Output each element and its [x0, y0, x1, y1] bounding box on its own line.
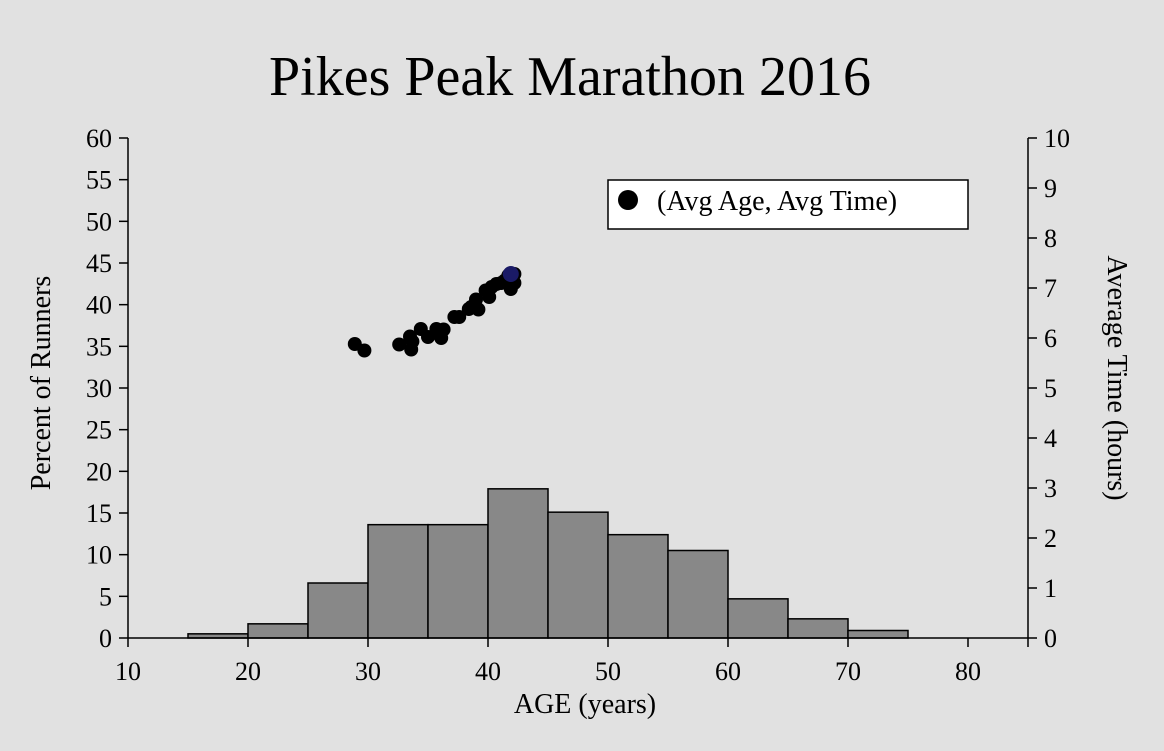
- y2-axis-label: Average Time (hours): [1101, 255, 1132, 500]
- y-tick-label: 60: [86, 124, 112, 153]
- scatter-point: [357, 343, 372, 358]
- scatter-point: [471, 302, 486, 317]
- y-ticks-right: 0 1 2 3 4 5 6 7 8 9 10: [1028, 124, 1070, 653]
- y-axis-label: Percent of Runners: [26, 276, 57, 491]
- x-tick-label: 30: [355, 657, 381, 686]
- histogram-bar: [307, 582, 369, 639]
- y2-tick-label: 4: [1044, 424, 1057, 453]
- chart-title: Pikes Peak Marathon 2016: [269, 46, 871, 108]
- y-tick-label: 30: [86, 374, 112, 403]
- y2-tick-label: 2: [1044, 524, 1057, 553]
- y2-tick-label: 8: [1044, 224, 1057, 253]
- y-tick-label: 45: [86, 249, 112, 278]
- x-tick-label: 60: [715, 657, 741, 686]
- scatter-point: [405, 334, 420, 349]
- scatter-point: [452, 310, 467, 324]
- x-tick-label: 70: [835, 657, 861, 686]
- histogram-bar: [607, 533, 669, 639]
- legend-label: (Avg Age, Avg Time): [657, 186, 897, 217]
- scatter-points: [347, 266, 522, 358]
- histogram-bar: [247, 623, 309, 639]
- x-axis-label: AGE (years): [514, 689, 656, 720]
- histogram-bar: [427, 523, 489, 639]
- histogram-bar: [727, 598, 789, 639]
- x-ticks: 10 20 30 40 50 60 70 80: [115, 638, 1029, 686]
- x-tick-label: 80: [955, 657, 981, 686]
- scatter-point-highlight: [502, 266, 519, 282]
- y2-tick-label: 10: [1044, 124, 1070, 153]
- y-tick-label: 50: [86, 207, 112, 236]
- histogram-bar: [367, 523, 429, 639]
- histogram-bars: [187, 488, 909, 639]
- x-tick-label: 40: [475, 657, 501, 686]
- y-tick-label: 20: [86, 457, 112, 486]
- legend-marker: [618, 190, 638, 210]
- x-tick-label: 20: [235, 657, 261, 686]
- histogram-bar: [847, 629, 909, 639]
- y-tick-label: 25: [86, 416, 112, 445]
- y2-tick-label: 5: [1044, 374, 1057, 403]
- y-ticks-left: 0 5 10 15 20 25 30 35 40 45 50 55 60: [86, 124, 128, 653]
- y-tick-label: 15: [86, 499, 112, 528]
- y2-tick-label: 1: [1044, 574, 1057, 603]
- y-tick-label: 10: [86, 541, 112, 570]
- scatter-point: [392, 337, 407, 352]
- x-tick-label: 10: [115, 657, 141, 686]
- legend-box: [607, 179, 969, 230]
- y2-tick-label: 9: [1044, 174, 1057, 203]
- y2-tick-label: 0: [1044, 624, 1057, 653]
- histogram-bar: [547, 511, 609, 639]
- y2-tick-label: 7: [1044, 274, 1057, 303]
- y2-tick-label: 3: [1044, 474, 1057, 503]
- y2-tick-label: 6: [1044, 324, 1057, 353]
- y-tick-label: 5: [99, 582, 112, 611]
- y-tick-label: 35: [86, 332, 112, 361]
- x-tick-label: 50: [595, 657, 621, 686]
- histogram-bar: [667, 549, 729, 639]
- histogram-bar: [487, 488, 549, 639]
- y-tick-label: 0: [99, 624, 112, 653]
- scatter-point: [436, 322, 451, 337]
- histogram-bar: [787, 618, 849, 639]
- legend: (Avg Age, Avg Time): [607, 179, 969, 230]
- y-tick-label: 40: [86, 291, 112, 320]
- y-tick-label: 55: [86, 166, 112, 195]
